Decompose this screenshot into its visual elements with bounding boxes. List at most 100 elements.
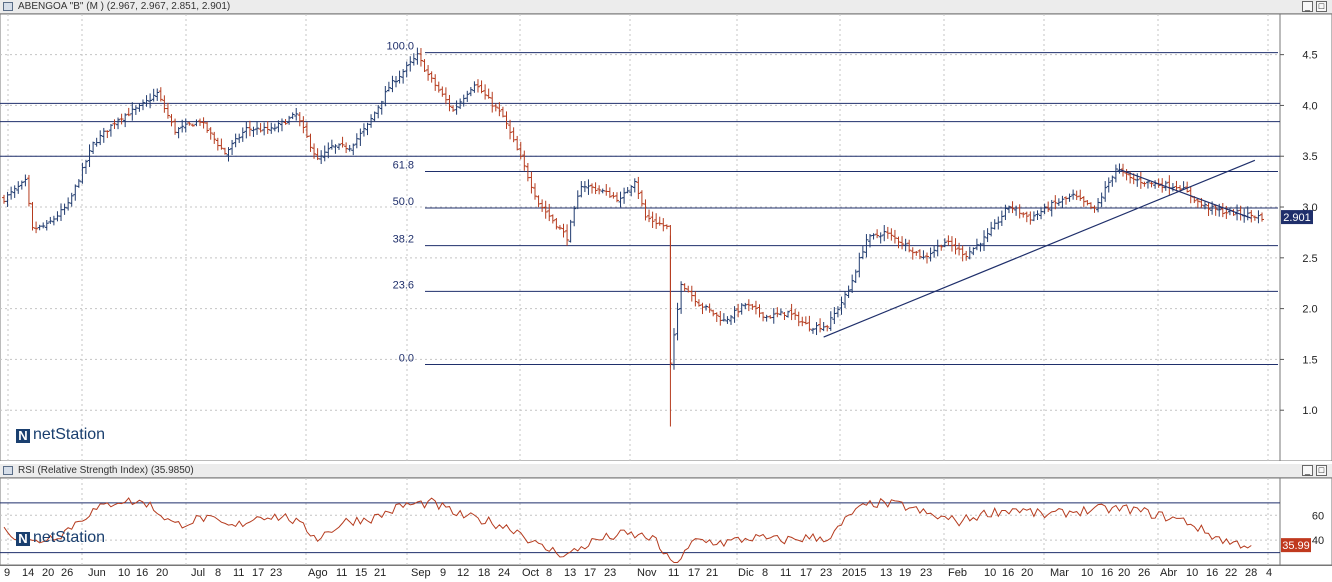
ohlc-bar [468, 87, 473, 97]
x-tick-label: 15 [355, 567, 368, 579]
x-tick-label: 20 [1118, 567, 1131, 579]
ohlc-bar [1060, 195, 1065, 208]
ohlc-bar [397, 70, 402, 84]
x-tick-label: 4 [1266, 567, 1273, 579]
ohlc-bar [967, 246, 972, 260]
ohlc-bar [447, 94, 452, 112]
ohlc-bar [593, 182, 598, 195]
ohlc-bar [671, 328, 676, 370]
ohlc-bar [190, 123, 195, 127]
ohlc-bar [258, 123, 263, 133]
ohlc-bar [522, 150, 527, 171]
ohlc-bar [953, 238, 958, 255]
fib-level-label: 0.0 [399, 352, 414, 364]
ohlc-bar [180, 119, 185, 133]
rsi-last-badge [1281, 538, 1311, 553]
x-tick-label: 10 [1186, 567, 1199, 579]
ohlc-bar [336, 143, 341, 150]
x-tick-label: Jun [88, 567, 106, 579]
ohlc-bar [508, 119, 513, 140]
x-tick-label: 17 [688, 567, 701, 579]
ohlc-bar [807, 315, 812, 332]
minimize-icon[interactable]: _ [1302, 1, 1313, 12]
ohlc-bar [237, 133, 242, 143]
ohlc-bar [882, 225, 887, 242]
ohlc-bar [532, 183, 537, 200]
ohlc-bar [504, 111, 509, 129]
ohlc-bar [1021, 212, 1026, 218]
ohlc-bar [87, 144, 92, 168]
ohlc-bar [1010, 201, 1015, 214]
ohlc-bar [1149, 181, 1154, 188]
x-tick-label: 20 [156, 567, 169, 579]
ohlc-bar [1081, 196, 1086, 207]
rsi-line [3, 497, 1252, 563]
ohlc-bar [169, 114, 174, 127]
ohlc-bar [1017, 204, 1022, 219]
ohlc-bar [647, 209, 652, 223]
ohlc-bar [1031, 211, 1036, 222]
ohlc-bar [949, 236, 954, 252]
x-tick-label: 19 [899, 567, 912, 579]
ohlc-bar [358, 128, 363, 146]
ohlc-bar [554, 217, 559, 230]
rsi-y-tick-label: 60 [1312, 510, 1324, 522]
x-tick-label: 26 [1138, 567, 1151, 579]
ohlc-bar [835, 306, 840, 318]
maximize-icon[interactable]: □ [1316, 465, 1327, 476]
y-tick-label: 2.0 [1302, 304, 1317, 316]
price-axis-area [1279, 14, 1332, 461]
ohlc-bar [165, 102, 170, 119]
ohlc-bar [818, 318, 823, 333]
last-price-label: 2.901 [1283, 212, 1311, 224]
ohlc-bar [803, 316, 808, 325]
ohlc-bar [290, 112, 295, 120]
maximize-icon[interactable]: □ [1316, 1, 1327, 12]
ohlc-bar [875, 229, 880, 239]
ohlc-bar [903, 238, 908, 252]
x-tick-label: 11 [780, 567, 792, 579]
ohlc-bar [426, 65, 431, 81]
ohlc-bar [279, 118, 284, 132]
fib-level-label: 38.2 [393, 234, 414, 246]
ohlc-bar [9, 186, 14, 200]
ohlc-bar [404, 61, 409, 78]
minimize-icon[interactable]: _ [1302, 465, 1313, 476]
ohlc-bar [148, 93, 153, 109]
ohlc-bar [247, 120, 252, 137]
ohlc-bar [351, 143, 356, 156]
ohlc-bar [960, 245, 965, 262]
ohlc-bar [312, 143, 317, 159]
ohlc-bar [69, 192, 74, 207]
trendline [823, 159, 1256, 338]
rsi-y-tick-label: 40 [1312, 535, 1324, 547]
ohlc-bar [1138, 171, 1143, 189]
ohlc-bar [251, 126, 256, 137]
ohlc-bar [475, 79, 480, 93]
ohlc-bar [44, 219, 49, 231]
ohlc-bar [112, 119, 117, 130]
rsi-panel-title: RSI (Relative Strength Index) (35.9850) [18, 465, 194, 476]
ohlc-bar [1260, 212, 1264, 222]
ohlc-bar [319, 150, 324, 165]
x-tick-label: 16 [1002, 567, 1015, 579]
ohlc-bar [208, 127, 213, 140]
trendline [1119, 168, 1252, 219]
ohlc-bar [771, 308, 776, 324]
ohlc-bar [597, 185, 602, 195]
x-tick-label: Jul [191, 567, 206, 579]
ohlc-bar [1092, 205, 1097, 213]
ohlc-bar [518, 141, 523, 160]
ohlc-bar [1252, 215, 1257, 221]
ohlc-bar [629, 185, 634, 197]
ohlc-bar [557, 225, 562, 230]
price-panel-header: ABENGOA "B" (M ) (2.967, 2.967, 2.851, 2… [0, 0, 1332, 14]
ohlc-bar [921, 250, 926, 260]
ohlc-bar [329, 139, 334, 150]
x-tick-label: 11 [668, 567, 680, 579]
ohlc-bar [269, 122, 274, 134]
x-tick-label: 8 [215, 567, 222, 579]
fib-level-label: 23.6 [393, 279, 414, 291]
